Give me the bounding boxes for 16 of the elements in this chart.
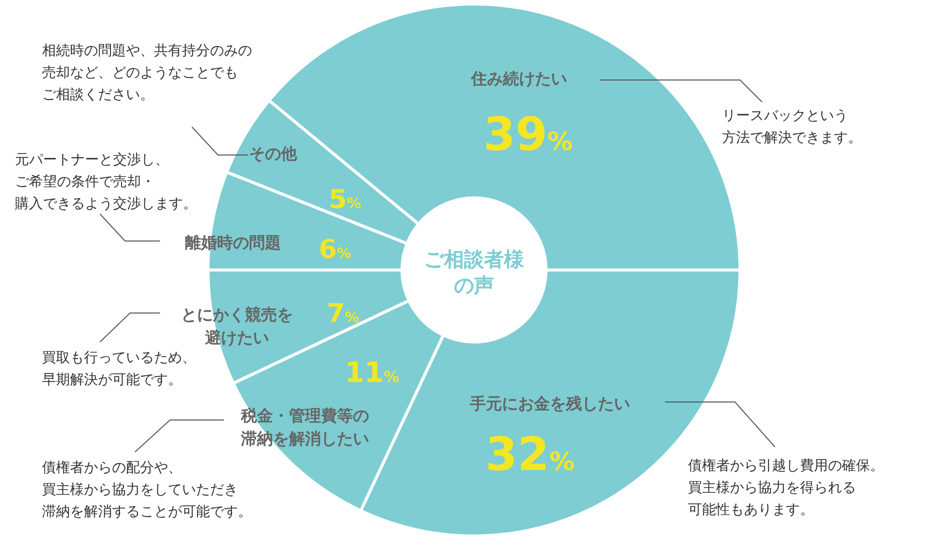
slice-label: 手元にお金を残したい [469, 394, 630, 413]
data-label: 39% [483, 107, 573, 161]
text: ご相談者様の声 [424, 247, 525, 297]
text: 債権者からの配分や、買主様から協力をしていただき滞納を解消することが可能です。 [42, 460, 252, 520]
data-label: 11% [344, 356, 400, 389]
slice-label: 住み続けたい [470, 69, 567, 88]
data-label: 7% [326, 299, 360, 329]
data-label: 5% [328, 185, 362, 215]
text: 元パートナーと交渉し、ご希望の条件で売却・購入できるよう交渉します。 [15, 152, 197, 212]
text: 相続時の問題や、共有持分のみの売却など、どのようなことでもご相談ください。 [42, 43, 252, 103]
slice-label: その他 [249, 144, 298, 163]
text: 買取も行っているため、早期解決が可能です。 [42, 350, 196, 388]
text: リースバックという方法で解決できます。 [722, 108, 862, 146]
data-label: 6% [318, 235, 352, 265]
text: 債権者から引越し費用の確保。買主様から協力を得られる可能性もあります。 [688, 458, 884, 518]
data-label: 32% [485, 427, 575, 481]
